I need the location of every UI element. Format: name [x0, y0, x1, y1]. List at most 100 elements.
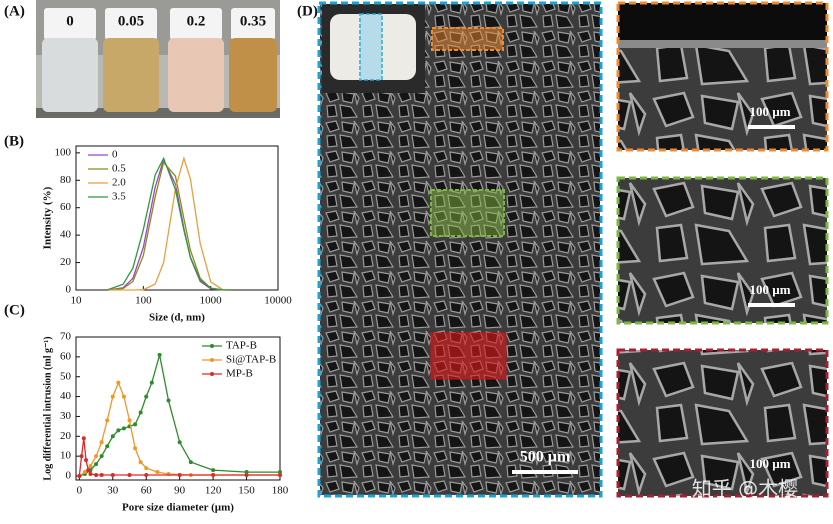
- legend-marker: [210, 372, 214, 376]
- x-axis-label: Size (d, nm): [149, 312, 205, 324]
- y-tick-label: 40: [60, 390, 72, 402]
- x-tick-label: 100: [135, 295, 152, 307]
- data-point: [105, 444, 110, 449]
- x-tick-label: 10: [71, 295, 83, 307]
- data-point: [138, 410, 143, 415]
- y-axis-label: Log differential intrusion (ml g⁻¹): [42, 336, 53, 480]
- data-point: [81, 436, 86, 441]
- data-point: [94, 454, 99, 459]
- legend-label: Si@TAP-B: [226, 354, 276, 366]
- plot-frame: [75, 145, 279, 291]
- x-tick-label: 120: [205, 485, 222, 497]
- data-point: [88, 472, 93, 477]
- data-point: [110, 434, 115, 439]
- y-tick-label: 20: [60, 256, 72, 268]
- series-line: [78, 380, 280, 477]
- x-tick-label: 150: [238, 485, 255, 497]
- data-point: [144, 473, 149, 478]
- y-tick-label: 40: [60, 229, 72, 241]
- panel-label: (A): [4, 3, 25, 19]
- panel-label: (B): [4, 133, 24, 149]
- data-point: [77, 474, 82, 479]
- y-tick-label: 60: [60, 350, 72, 362]
- scale-bar-label: 500 µm: [520, 449, 571, 466]
- data-point: [94, 462, 99, 467]
- x-tick-label: 180: [272, 485, 289, 497]
- series-line: [108, 157, 231, 291]
- x-tick-label: 10000: [264, 295, 292, 307]
- data-point: [211, 468, 216, 473]
- y-tick-label: 50: [60, 370, 72, 382]
- y-tick-label: 100: [55, 146, 72, 158]
- data-point: [116, 428, 121, 433]
- y-tick-label: 70: [60, 331, 72, 343]
- legend-label: MP-B: [226, 368, 253, 380]
- vial-label: 0: [66, 13, 74, 29]
- y-tick-label: 80: [60, 174, 72, 186]
- scale-bar-label: 100 µm: [749, 282, 790, 297]
- vial-label: 0.35: [240, 13, 266, 29]
- data-point: [244, 473, 249, 478]
- x-tick-label: 0: [77, 485, 83, 497]
- legend-label: 0.5: [112, 163, 126, 175]
- y-axis-label: Intensity (%): [42, 186, 54, 249]
- data-point: [177, 440, 182, 445]
- sem-main: 500 µm: [317, 1, 603, 498]
- data-point: [121, 426, 126, 431]
- legend-marker: [210, 358, 214, 362]
- y-tick-label: 30: [60, 410, 72, 422]
- x-axis-label: Pore size diameter (µm): [122, 502, 234, 514]
- series-line: [107, 156, 231, 291]
- series-line: [108, 156, 231, 291]
- data-point: [278, 473, 282, 478]
- sem-zoom: 100 µm 100 µm 100 µm 知乎 @木樱: [616, 1, 829, 501]
- y-tick-label: 20: [60, 430, 72, 442]
- legend-marker: [210, 344, 214, 348]
- data-point: [133, 422, 138, 427]
- y-tick-label: 0: [66, 470, 72, 482]
- data-point: [105, 418, 110, 423]
- plot-frame: [75, 336, 281, 481]
- data-point: [211, 473, 216, 478]
- data-point: [155, 470, 160, 475]
- watermark: 知乎 @木樱: [692, 477, 798, 501]
- data-point: [133, 446, 138, 451]
- panel-label: (D): [297, 3, 318, 19]
- data-point: [244, 470, 249, 475]
- data-point: [177, 473, 182, 478]
- vial-label: 0.05: [118, 13, 144, 29]
- data-point: [86, 468, 91, 473]
- scale-bar-label: 100 µm: [749, 104, 790, 119]
- scale-bar-label: 100 µm: [749, 456, 790, 471]
- legend-label: 2.0: [112, 177, 126, 189]
- data-point: [99, 440, 104, 445]
- data-point: [121, 394, 126, 399]
- data-point: [127, 418, 132, 423]
- y-tick-label: 10: [60, 450, 72, 462]
- legend-label: 3.5: [112, 191, 126, 203]
- legend-label: 0: [112, 149, 118, 161]
- x-tick-label: 30: [107, 485, 119, 497]
- legend-label: TAP-B: [226, 340, 257, 352]
- x-tick-label: 1000: [200, 295, 223, 307]
- data-point: [188, 460, 193, 465]
- data-point: [110, 394, 115, 399]
- data-point: [116, 380, 121, 385]
- x-tick-label: 90: [174, 485, 186, 497]
- panel-label: (C): [4, 302, 25, 318]
- y-tick-label: 0: [66, 284, 72, 296]
- x-tick-label: 60: [141, 485, 153, 497]
- photo-a: 0 0.05 0.2 0.35: [36, 0, 280, 118]
- data-point: [99, 473, 104, 478]
- data-point: [149, 380, 154, 385]
- data-point: [127, 473, 132, 478]
- data-point: [79, 454, 84, 459]
- y-tick-label: 60: [60, 201, 72, 213]
- data-point: [88, 464, 93, 469]
- data-point: [138, 460, 143, 465]
- data-point: [157, 352, 162, 357]
- data-point: [94, 473, 99, 478]
- data-point: [99, 454, 104, 459]
- data-point: [144, 394, 149, 399]
